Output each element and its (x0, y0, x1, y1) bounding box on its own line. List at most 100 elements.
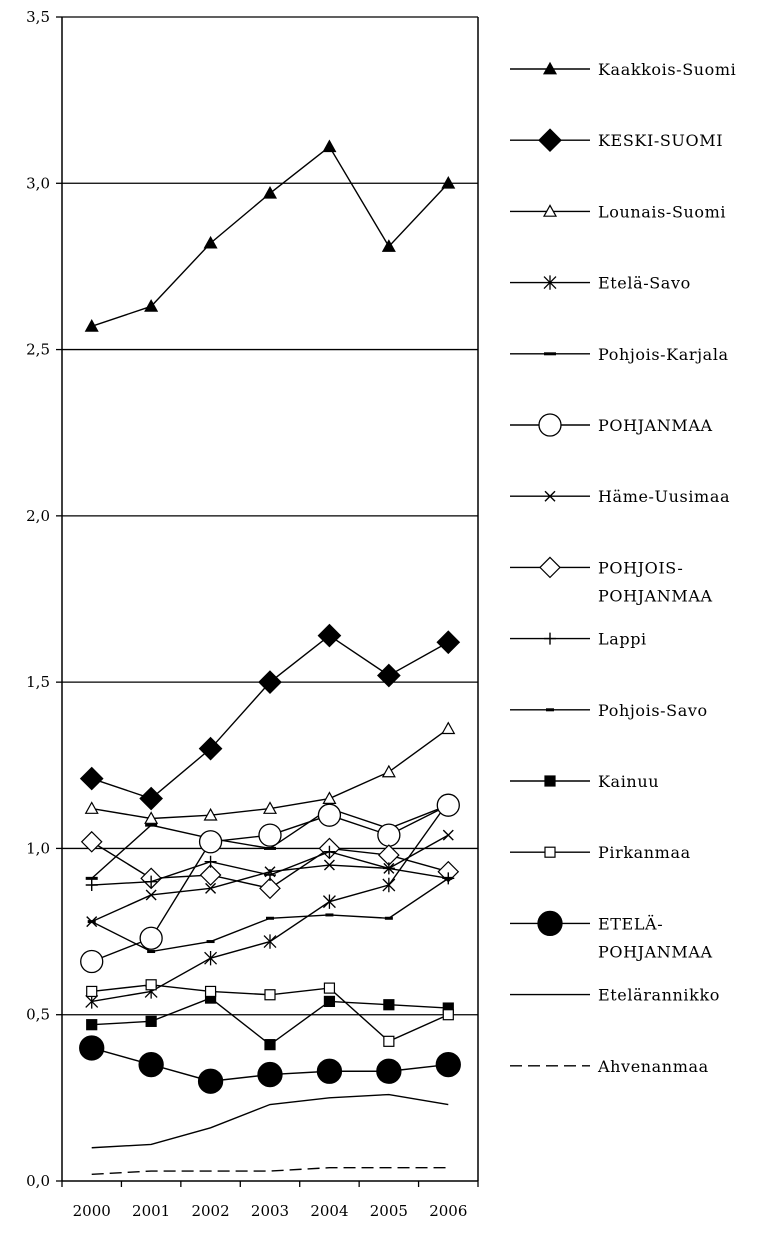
legend-item: POHJOIS- POHJANMAA (510, 556, 713, 605)
data-point (86, 1019, 98, 1031)
data-point (264, 846, 276, 850)
legend-item: ETELÄ- POHJANMAA (510, 910, 713, 961)
legend-marker (537, 910, 563, 937)
data-point (323, 845, 336, 858)
legend-item: Pirkanmaa (510, 843, 691, 862)
data-point (87, 920, 96, 924)
x-tick-label: 2002 (191, 1202, 229, 1220)
data-point (262, 186, 278, 199)
legend-label: Häme-Uusimaa (598, 487, 730, 506)
axes (61, 16, 479, 1182)
data-point (377, 663, 401, 688)
legend-label: Lounais-Suomi (598, 202, 726, 221)
legend-label: KESKI-SUOMI (598, 131, 723, 150)
legend-item: Lounais-Suomi (510, 202, 726, 221)
data-series (79, 139, 461, 1176)
series-Lounais-Suomi (84, 721, 456, 824)
data-point (204, 985, 217, 998)
legend-label: Kainuu (598, 772, 659, 791)
legend-marker (546, 708, 554, 712)
data-point (206, 940, 215, 944)
y-tick-label: 2,0 (26, 507, 50, 525)
data-point (436, 630, 461, 655)
data-point (197, 1068, 224, 1094)
data-point (199, 864, 222, 886)
data-point (382, 862, 395, 875)
data-point (145, 875, 158, 888)
x-axis-ticks: 2000 2001 2002 2003 2004 2005 2006 (61, 1181, 479, 1220)
y-tick-label: 1,5 (26, 673, 50, 691)
data-point (322, 139, 337, 153)
data-point (80, 830, 103, 853)
data-point (264, 869, 276, 882)
data-point (84, 319, 99, 332)
data-point (444, 876, 453, 880)
data-point (147, 950, 156, 954)
data-point (204, 950, 218, 966)
series-line (91, 997, 449, 1046)
legend-label: POHJANMAA (598, 586, 713, 605)
data-point (317, 803, 342, 827)
data-point (323, 859, 335, 871)
data-point (262, 801, 278, 814)
series-ETELÄ-POHJANMAA (79, 1035, 461, 1094)
data-point (205, 882, 217, 894)
series-Lappi (85, 845, 455, 892)
legend-item: Ahvenanmaa (510, 1057, 709, 1076)
legend-label: Ahvenanmaa (597, 1057, 709, 1076)
data-point (203, 235, 218, 249)
legend-marker (544, 846, 556, 858)
data-point (264, 989, 276, 1001)
data-point (144, 811, 159, 824)
legend-label: POHJANMAA (598, 416, 713, 435)
legend-label: Kaakkois-Suomi (598, 60, 736, 79)
y-tick-label: 1,0 (26, 839, 50, 857)
data-point (264, 1039, 276, 1051)
legend-label: POHJANMAA (598, 942, 713, 961)
data-point (80, 949, 104, 974)
data-point (384, 916, 393, 920)
series-Pirkanmaa (86, 979, 454, 1047)
data-point (145, 1015, 157, 1027)
series-Pohjois-Savo (87, 876, 453, 954)
data-point (145, 823, 158, 827)
series-line (91, 145, 449, 327)
data-point (381, 239, 396, 252)
data-point (257, 1061, 283, 1088)
data-point (139, 786, 163, 811)
data-point (79, 766, 104, 791)
x-tick-label: 2005 (370, 1202, 408, 1220)
data-point (441, 176, 456, 189)
data-point (259, 877, 281, 900)
data-point (145, 979, 157, 991)
data-point (442, 829, 454, 841)
data-point (79, 1035, 105, 1061)
data-point (85, 879, 98, 892)
legend-item: Etelärannikko (510, 986, 720, 1005)
data-point (435, 1051, 461, 1078)
legend-item: Lappi (510, 630, 646, 649)
y-axis-ticks: 0,0 0,5 1,0 1,5 2,0 2,5 3,0 3,5 (26, 8, 62, 1190)
data-point (377, 823, 401, 847)
legend-marker (544, 352, 556, 356)
data-point (441, 721, 456, 735)
series-KESKI-SUOMI (79, 623, 461, 811)
data-point (204, 855, 217, 868)
legend-marker (542, 204, 558, 217)
legend-label: Etelärannikko (598, 986, 720, 1005)
legend-marker (544, 632, 556, 645)
legend-item: Etelä-Savo (510, 274, 690, 293)
legend-item: Häme-Uusimaa (510, 487, 730, 506)
data-point (86, 985, 98, 998)
data-point (442, 1009, 454, 1021)
data-point (322, 894, 336, 909)
legend-label: ETELÄ- (598, 913, 663, 933)
legend-label: Pirkanmaa (598, 843, 691, 862)
series-line (91, 634, 449, 800)
data-point (198, 736, 223, 761)
x-tick-label: 2001 (132, 1202, 170, 1220)
x-tick-label: 2003 (251, 1202, 289, 1220)
data-point (317, 623, 342, 648)
data-point (382, 877, 396, 893)
